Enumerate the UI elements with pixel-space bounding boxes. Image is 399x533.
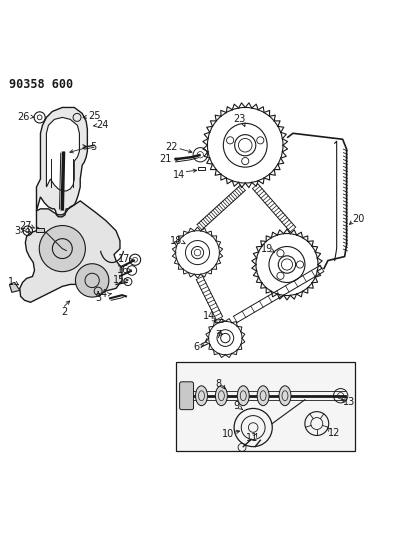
Ellipse shape: [215, 386, 227, 406]
Text: 10: 10: [222, 429, 234, 439]
Text: 2: 2: [61, 307, 67, 317]
Text: 5: 5: [90, 142, 96, 152]
Ellipse shape: [237, 386, 249, 406]
Text: 90358 600: 90358 600: [9, 78, 73, 91]
Text: 17: 17: [118, 254, 130, 264]
Text: 14: 14: [203, 311, 215, 321]
Text: 26: 26: [18, 111, 30, 122]
Polygon shape: [46, 117, 79, 191]
Circle shape: [75, 264, 109, 297]
Text: 4: 4: [100, 289, 107, 300]
Text: 27: 27: [19, 221, 32, 231]
Text: 7: 7: [215, 330, 222, 340]
Text: 12: 12: [328, 427, 340, 438]
Text: 1: 1: [8, 277, 14, 287]
Text: 24: 24: [96, 120, 108, 130]
Text: 25: 25: [88, 111, 101, 121]
Ellipse shape: [196, 386, 207, 406]
Text: 11: 11: [246, 433, 258, 443]
Text: 15: 15: [113, 274, 125, 285]
Text: 20: 20: [352, 214, 365, 224]
Text: 14: 14: [173, 170, 185, 180]
Text: 13: 13: [343, 398, 355, 408]
Ellipse shape: [257, 386, 269, 406]
Text: 3: 3: [95, 293, 101, 303]
Circle shape: [39, 225, 85, 272]
Text: 8: 8: [215, 379, 222, 389]
Ellipse shape: [279, 386, 291, 406]
FancyBboxPatch shape: [180, 382, 194, 410]
Text: 6: 6: [193, 342, 200, 352]
Text: 23: 23: [233, 115, 245, 124]
Text: 21: 21: [160, 154, 172, 164]
Polygon shape: [10, 282, 20, 292]
Text: 3: 3: [14, 225, 20, 236]
FancyBboxPatch shape: [176, 362, 355, 451]
Text: 18: 18: [170, 236, 182, 246]
Polygon shape: [36, 108, 87, 217]
Text: 9: 9: [233, 401, 239, 411]
Text: 19: 19: [261, 244, 273, 254]
Polygon shape: [20, 201, 122, 302]
Polygon shape: [36, 228, 44, 232]
Text: 16: 16: [117, 265, 129, 274]
Text: 22: 22: [166, 142, 178, 152]
